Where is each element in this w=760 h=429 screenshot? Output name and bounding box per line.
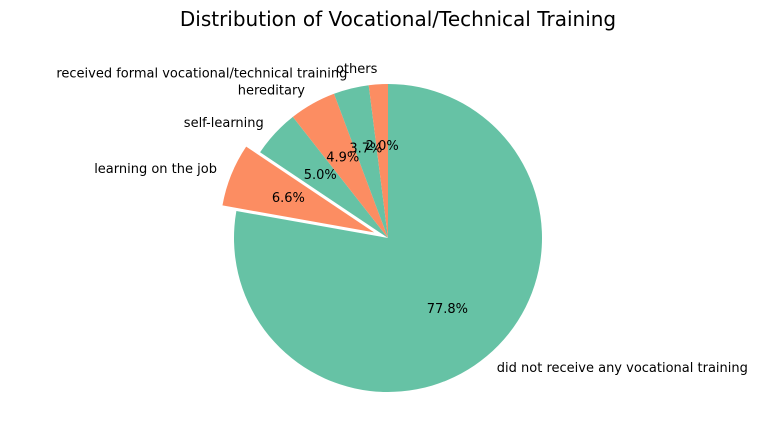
chart-title: Distribution of Vocational/Technical Tra… [180, 7, 616, 31]
slice-percent-label-2: 5.0% [304, 168, 337, 183]
slice-percent-label-1: 6.6% [272, 191, 305, 206]
labels-group: 77.8% did not receive any vocational trai… [56, 62, 748, 376]
slice-category-label-3: hereditary [238, 83, 306, 98]
slice-category-label-1: learning on the job [94, 162, 217, 177]
pie-slice-5 [368, 84, 388, 238]
slice-percent-label-5: 2.0% [366, 139, 399, 154]
slice-percent-label-0: 77.8% [427, 302, 468, 317]
slice-category-label-4: received formal vocational/technical tra… [56, 67, 347, 82]
slices-group [222, 84, 543, 392]
slice-category-label-5: others [336, 62, 378, 77]
slice-category-label-0: did not receive any vocational training [497, 361, 748, 376]
slice-percent-label-3: 4.9% [326, 150, 359, 165]
slice-percent-label-4: 3.7% [349, 141, 382, 156]
pie-slice-1 [222, 146, 375, 233]
pie-slice-0 [234, 84, 543, 392]
pie-slice-2 [260, 116, 388, 238]
slice-category-label-2: self-learning [184, 116, 264, 131]
pie-slice-4 [334, 85, 388, 239]
pie-slice-3 [292, 93, 388, 238]
